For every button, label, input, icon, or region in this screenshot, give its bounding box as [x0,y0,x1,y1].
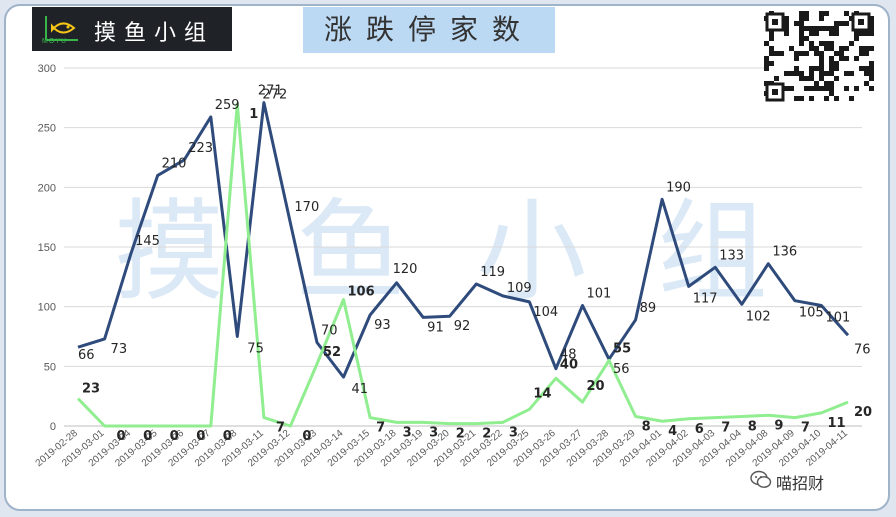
data-label-up: 41 [352,382,369,397]
data-label-down: 4 [668,424,677,439]
data-label-up: 92 [454,319,471,334]
data-label-down: 20 [854,405,872,420]
data-label-down: 0 [223,429,232,444]
data-label-down: 7 [376,421,385,436]
series-line-down [76,102,849,428]
data-label-up: 109 [507,281,532,296]
chart-title: 涨跌停家数 [303,7,555,53]
data-label-up: 271 [258,84,283,99]
data-label-down: 3 [429,425,438,440]
data-label-up: 104 [533,305,558,320]
qr-code-icon [764,11,874,103]
data-label-up: 102 [746,309,771,324]
data-label-down: 9 [774,418,783,433]
data-label-up: 73 [111,342,128,357]
data-label-up: 66 [78,348,95,363]
data-label-down: 2 [456,427,465,442]
data-label-down: 14 [533,386,551,401]
y-tick-label: 200 [38,182,56,194]
logo-subtitle: MOYU [42,38,67,45]
y-tick-label: 300 [38,63,56,75]
wechat-icon [750,470,772,488]
data-label-down: 7 [721,421,730,436]
brand-logo: MOYU 摸鱼小组 [32,7,232,51]
data-label-extra: 272 [262,88,287,103]
data-label-down: 23 [82,382,100,397]
data-label-down: 7 [801,421,810,436]
data-label-down: 40 [560,357,578,372]
data-label-up: 223 [188,141,213,156]
data-label-up: 93 [374,318,391,333]
data-label-down: 3 [403,425,412,440]
data-label-up: 91 [427,320,444,335]
data-label-down: 20 [586,379,604,394]
y-tick-label: 100 [38,302,56,314]
y-tick-label: 150 [38,242,56,254]
data-label-up: 75 [247,342,264,357]
logo-text: 摸鱼小组 [94,21,215,46]
y-tick-label: 50 [44,361,56,373]
y-tick-label: 0 [50,421,56,433]
fish-logo-icon [45,16,78,41]
data-label-down: 106 [348,285,375,300]
data-label-up: 76 [854,342,871,357]
data-label-up: 120 [393,262,418,277]
data-label-up: 145 [135,234,160,249]
data-label-down: 0 [302,429,311,444]
data-label-down: 2 [482,427,491,442]
data-label-down: 7 [276,421,285,436]
data-label-down: 3 [509,425,518,440]
data-label-down: 11 [827,416,845,431]
series-line-up [77,101,850,379]
data-label-down: 8 [748,419,757,434]
watermark: 摸 鱼 小 组 [115,188,786,316]
data-label-down: 6 [695,422,704,437]
data-label-up: 105 [799,306,824,321]
data-label-down: 52 [323,345,341,360]
data-label-down: 0 [170,429,179,444]
y-tick-label: 250 [38,123,56,135]
data-label-down: 0 [196,429,205,444]
data-label-up: 133 [719,248,744,263]
data-label-up: 136 [772,245,797,260]
data-label-up: 48 [560,348,577,363]
data-label-up: 119 [480,265,505,280]
data-label-up: 117 [693,291,718,306]
data-label-up: 170 [294,200,319,215]
data-label-up: 101 [825,310,850,325]
data-label-up: 190 [666,180,691,195]
data-label-down: 8 [642,419,651,434]
data-label-up: 70 [321,323,338,338]
data-label-up: 89 [640,301,657,316]
data-label-up: 259 [215,98,240,113]
data-label-down: 1 [249,107,258,122]
data-label-down: 0 [117,429,126,444]
data-label-down: 0 [143,429,152,444]
footer-brand: 喵招财 [776,474,825,493]
data-label-up: 56 [613,362,630,377]
data-label-down: 55 [613,341,631,356]
data-label-up: 101 [586,286,611,301]
data-label-up: 210 [162,156,187,171]
